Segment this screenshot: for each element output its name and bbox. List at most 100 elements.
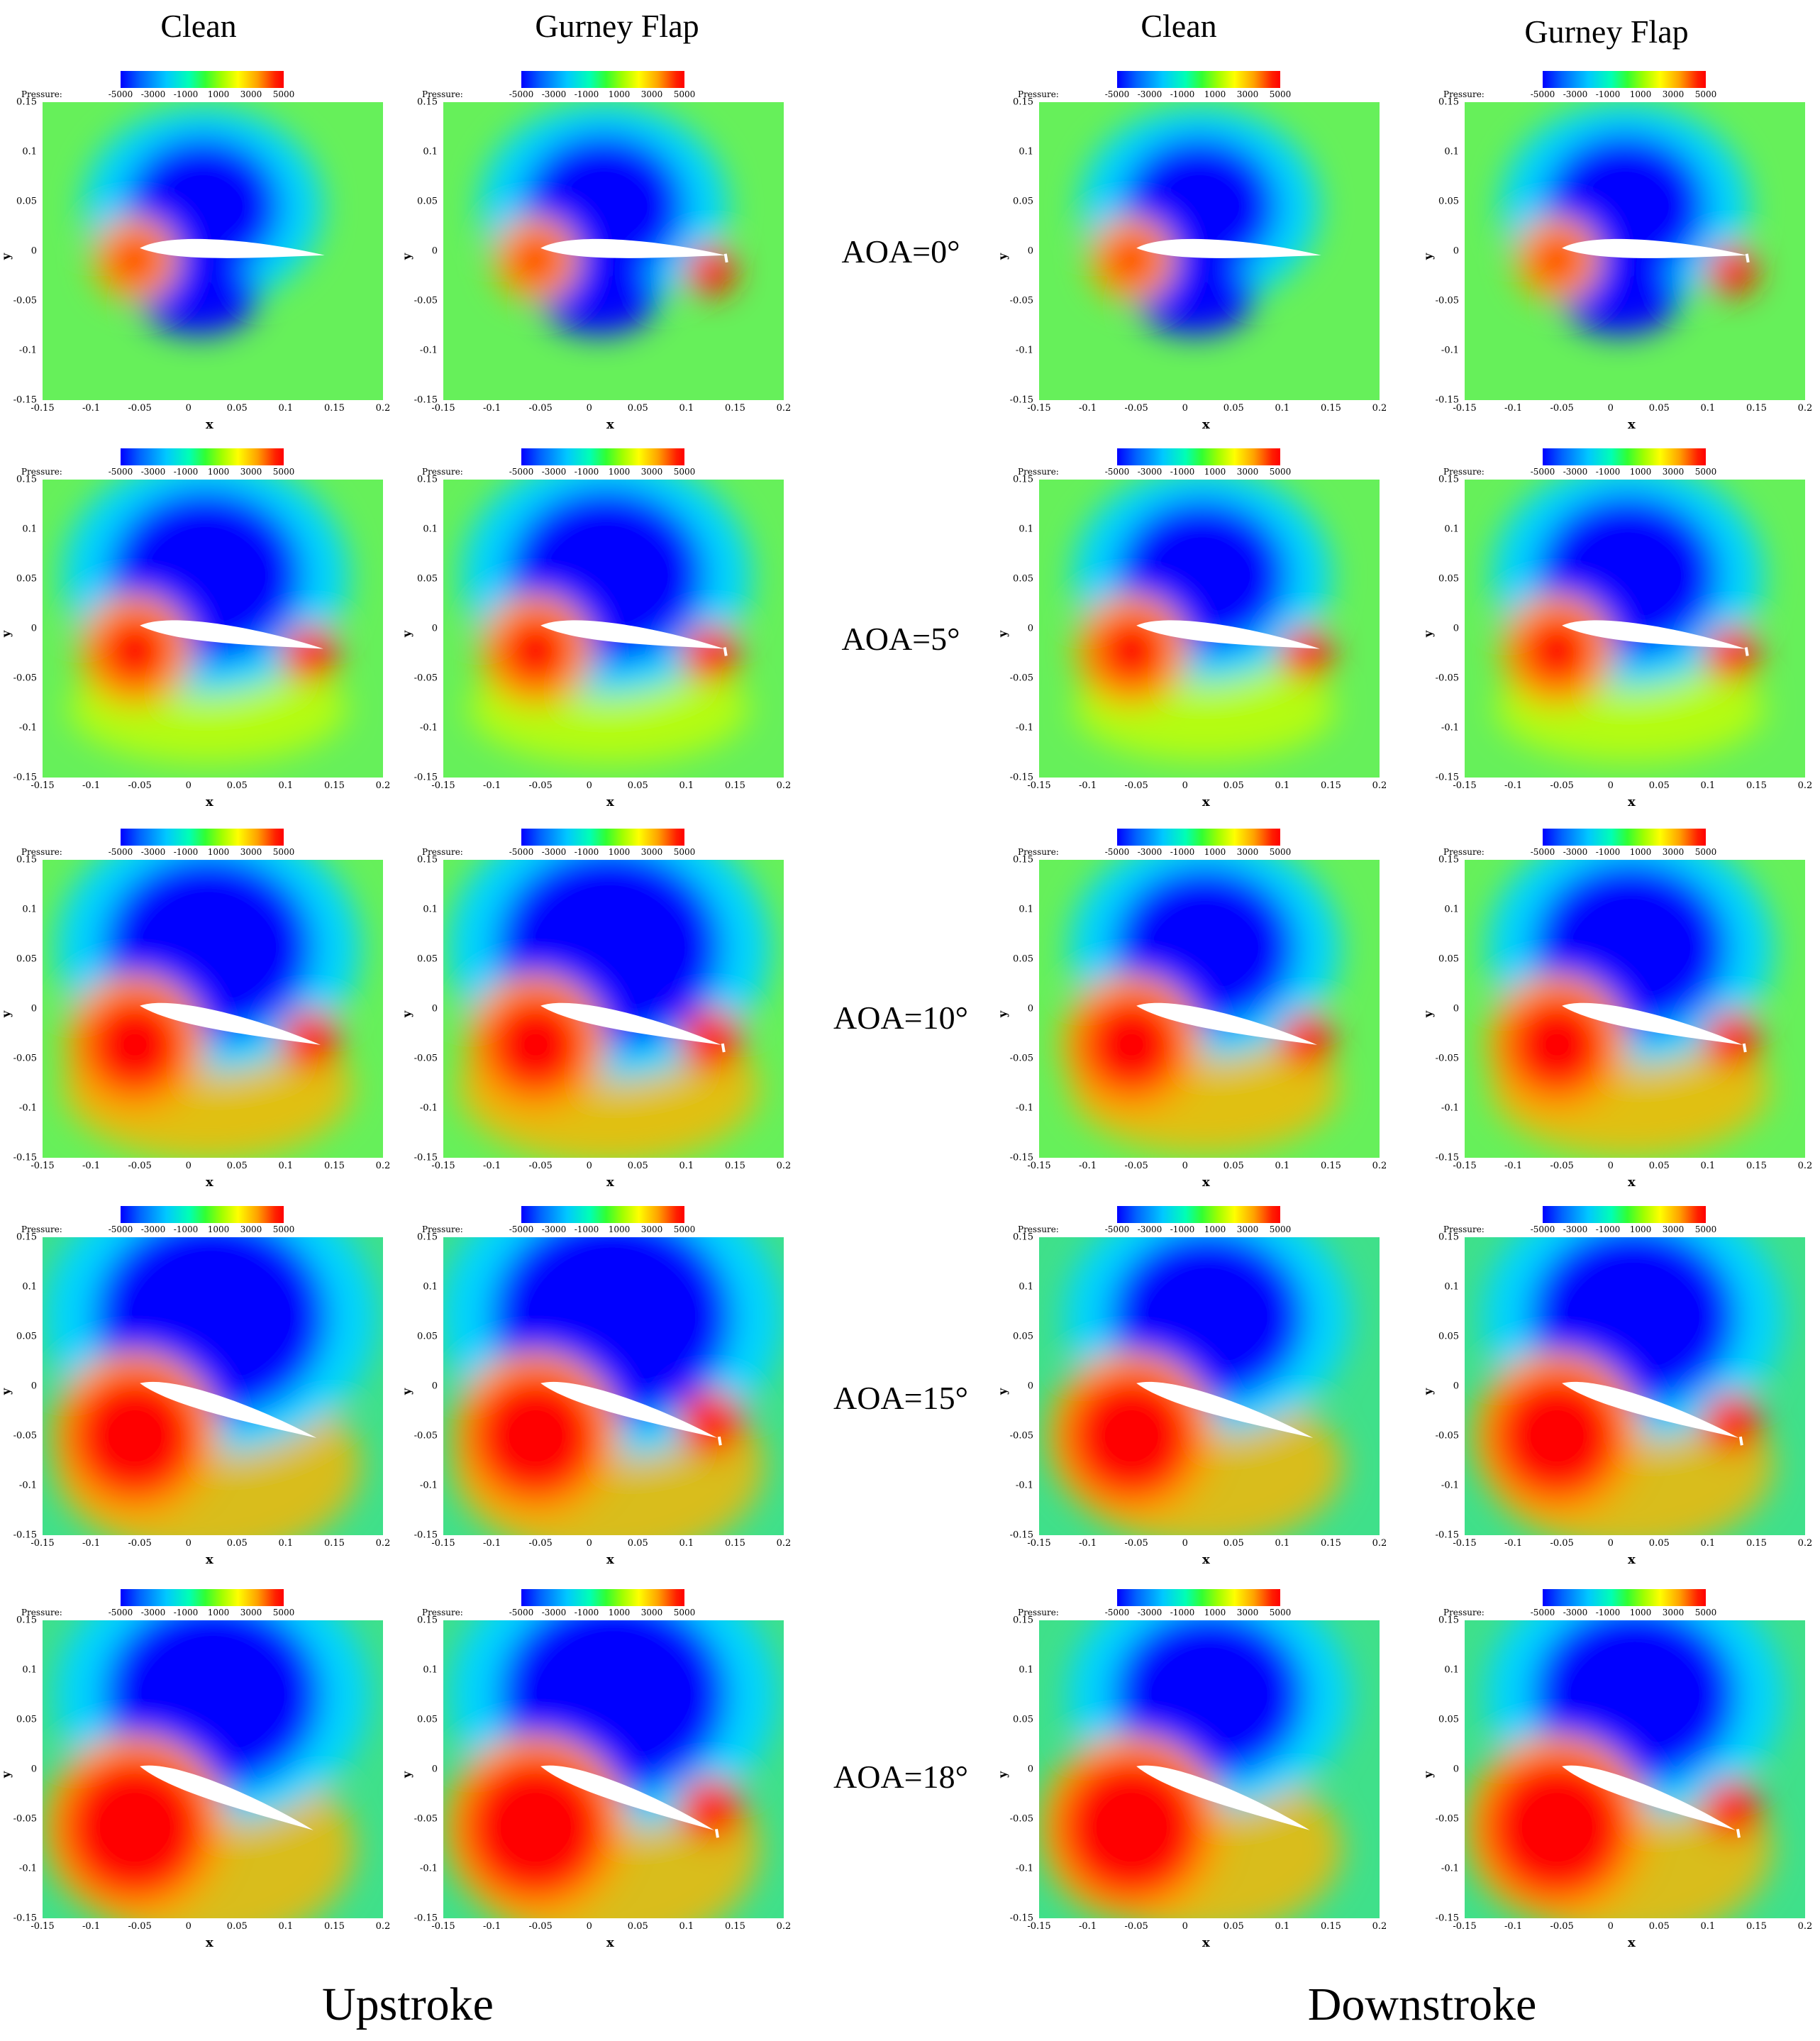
x-tick-label: 0.05 [226, 403, 248, 414]
colorbar-tick-label: 3000 [1236, 1608, 1259, 1617]
y-axis-ticks: 0.15 0.1 0.05 0 -0.05 -0.1 -0.15 [1422, 1232, 1462, 1541]
x-tick-label: 0 [185, 1921, 192, 1932]
pressure-field [443, 1620, 784, 1918]
pressure-field [43, 1620, 383, 1918]
y-tick-label: -0.05 [414, 1430, 438, 1442]
colorbar-ticks: -5000 -3000 -1000 1000 3000 5000 [509, 1224, 696, 1234]
x-tick-label: -0.05 [1124, 780, 1148, 791]
y-tick-label: 0.15 [16, 854, 37, 865]
x-tick-label: -0.05 [1550, 1538, 1574, 1549]
x-tick-label: -0.1 [1504, 780, 1523, 791]
x-tick-label: -0.1 [483, 1921, 501, 1932]
pressure-field [443, 860, 784, 1158]
x-tick-label: 0.1 [1275, 780, 1290, 791]
y-tick-label: 0.05 [1013, 1331, 1033, 1342]
x-tick-label: -0.1 [1504, 1538, 1523, 1549]
y-tick-label: 0.05 [1013, 196, 1033, 207]
x-tick-label: -0.1 [1504, 403, 1523, 414]
colorbar-tick-label: 5000 [1269, 467, 1292, 477]
pressure-field [43, 1237, 383, 1535]
y-tick-label: -0.15 [1435, 1913, 1459, 1924]
pressure-field-svg [1039, 102, 1380, 400]
colorbar-tick-label: 5000 [1269, 847, 1292, 857]
colorbar-tick-label: -1000 [574, 1608, 599, 1617]
colorbar-tick-label: 1000 [1204, 89, 1226, 99]
y-tick-label: 0.05 [16, 196, 37, 207]
contour-panel: Pressure: -5000 -3000 -1000 1000 3000 5000 0.15… [400, 448, 798, 817]
y-tick-label: -0.1 [18, 345, 37, 356]
x-tick-label: 0 [185, 780, 192, 791]
colorbar-tick-label: 3000 [240, 1224, 262, 1234]
y-tick-label: -0.1 [419, 1480, 438, 1491]
pressure-colorbar [521, 448, 684, 465]
colorbar-title: Pressure: [422, 1608, 463, 1617]
colorbar-tick-label: -5000 [1104, 847, 1130, 857]
colorbar-tick-label: 1000 [207, 847, 230, 857]
y-tick-label: -0.1 [1015, 1102, 1033, 1114]
y-axis-label: y [1421, 1388, 1436, 1395]
pressure-field [443, 480, 784, 778]
y-tick-label: 0 [1453, 1764, 1459, 1775]
x-tick-label: -0.1 [82, 1921, 101, 1932]
pressure-field [1465, 102, 1805, 400]
x-tick-label: -0.05 [1550, 1921, 1574, 1932]
x-tick-label: -0.15 [1453, 403, 1477, 414]
y-tick-label: 0.15 [1013, 1232, 1033, 1243]
x-tick-label: 0.1 [679, 1161, 694, 1171]
colorbar-ticks: -5000 -3000 -1000 1000 3000 5000 [1531, 847, 1717, 857]
pressure-colorbar [121, 1206, 284, 1223]
pressure-colorbar [521, 1206, 684, 1223]
trailing-edge-high-pressure [1702, 1393, 1762, 1452]
colorbar-tick-label: -3000 [1137, 1608, 1163, 1617]
trailing-edge-high-pressure [1280, 627, 1333, 680]
colorbar-tick-label: -3000 [1563, 1224, 1588, 1234]
x-axis-label: x [1202, 795, 1210, 809]
x-tick-label: -0.05 [1124, 403, 1148, 414]
x-tick-label: -0.05 [128, 1161, 152, 1171]
colorbar-tick-label: -5000 [1104, 467, 1130, 477]
y-tick-label: -0.1 [419, 1863, 438, 1874]
y-tick-label: -0.15 [1435, 772, 1459, 783]
y-tick-label: 0.1 [423, 1281, 438, 1293]
contour-panel: Pressure: -5000 -3000 -1000 1000 3000 5000 0.15… [0, 1206, 397, 1575]
x-tick-label: 0.05 [1223, 1161, 1244, 1171]
pressure-field [443, 102, 784, 400]
x-tick-label: 0.2 [776, 1921, 792, 1932]
y-tick-label: -0.05 [13, 1813, 37, 1825]
y-tick-label: -0.1 [1015, 722, 1033, 734]
y-tick-label: 0.1 [22, 904, 37, 915]
gurney-flap [714, 1828, 719, 1838]
y-tick-label: -0.05 [1435, 1813, 1459, 1825]
pressure-colorbar [521, 71, 684, 88]
y-tick-label: -0.15 [414, 394, 438, 406]
colorbar-title: Pressure: [422, 1224, 463, 1234]
colorbar-title: Pressure: [21, 847, 62, 857]
x-tick-label: -0.15 [30, 1161, 55, 1171]
pressure-colorbar [1543, 71, 1706, 88]
x-axis-ticks: -0.15 -0.1 -0.05 0 0.05 0.1 0.15 0.2 [431, 1921, 791, 1934]
stagnation-core [72, 1373, 198, 1499]
gurney-flap [1738, 1436, 1743, 1446]
colorbar-tick-label: -1000 [574, 1224, 599, 1234]
y-tick-label: -0.15 [414, 772, 438, 783]
y-tick-label: -0.05 [13, 1053, 37, 1064]
y-tick-label: 0.1 [1019, 904, 1033, 915]
x-tick-label: 0.15 [1320, 780, 1341, 791]
y-tick-label: -0.05 [414, 1053, 438, 1064]
pressure-colorbar [121, 448, 284, 465]
pressure-field-svg [1039, 1620, 1380, 1918]
colorbar-title: Pressure: [1018, 467, 1059, 477]
gurney-flap [723, 647, 728, 656]
pressure-colorbar [1543, 1206, 1706, 1223]
colorbar-tick-label: -1000 [1170, 467, 1195, 477]
x-tick-label: -0.15 [431, 1538, 455, 1549]
airfoil [1136, 1381, 1314, 1438]
trailing-edge-high-pressure [678, 1390, 744, 1456]
colorbar-tick-label: -3000 [1137, 847, 1163, 857]
aoa-label-5: AOA=5° [841, 621, 960, 657]
colorbar-tick-label: 5000 [673, 467, 696, 477]
colorbar-title: Pressure: [1443, 1224, 1485, 1234]
y-tick-label: 0.1 [1019, 1664, 1033, 1676]
y-axis-ticks: 0.15 0.1 0.05 0 -0.05 -0.1 -0.15 [0, 97, 40, 406]
y-tick-label: -0.1 [1015, 1480, 1033, 1491]
